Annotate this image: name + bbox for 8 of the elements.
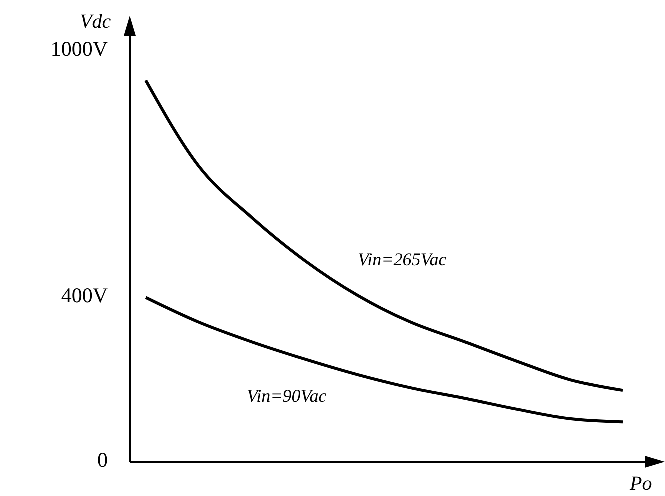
y-tick-label: 400V bbox=[61, 284, 108, 308]
y-tick-label: 0 bbox=[98, 448, 108, 472]
y-axis-title: Vdc bbox=[80, 11, 112, 33]
y-tick-label: 1000V bbox=[50, 37, 108, 62]
series-label: Vin=90Vac bbox=[247, 386, 327, 406]
line-series bbox=[144, 296, 624, 424]
x-axis-title: Po bbox=[629, 473, 652, 495]
series-label: Vin=265Vac bbox=[358, 250, 447, 270]
